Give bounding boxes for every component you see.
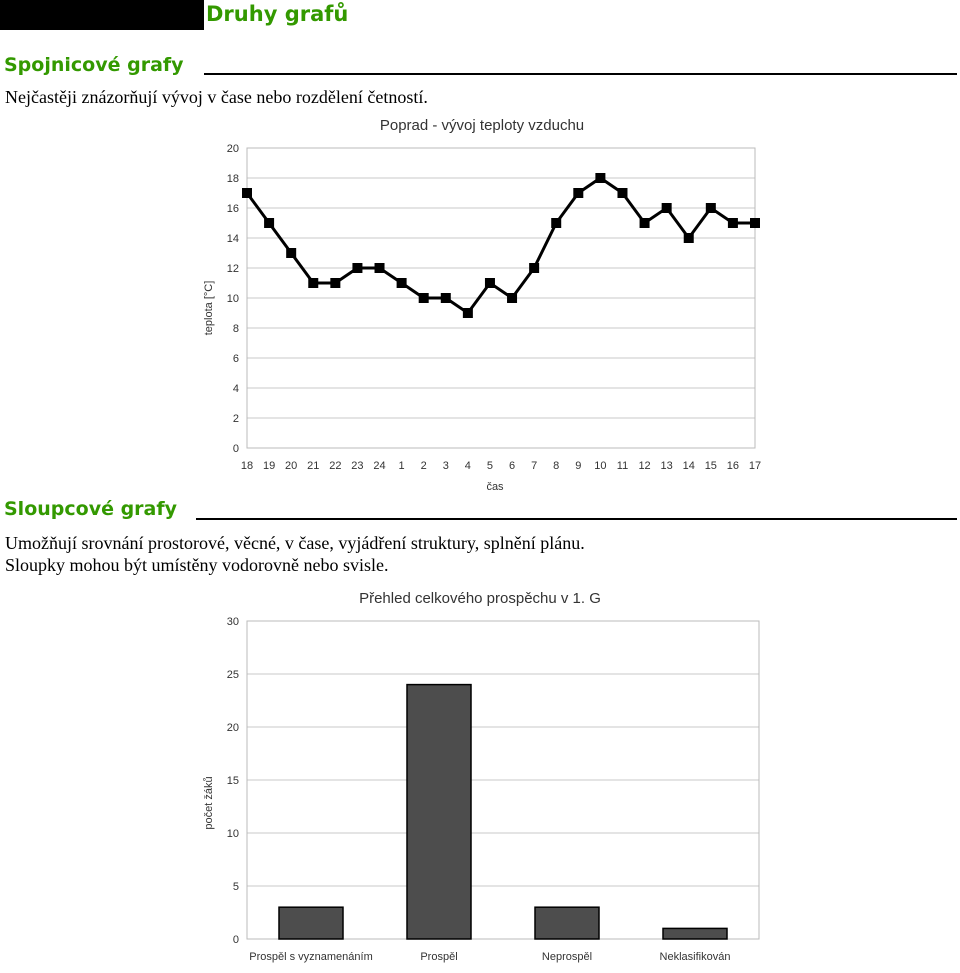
section-rule (196, 518, 957, 520)
x-tick-label: 21 (307, 460, 319, 472)
data-point (330, 278, 341, 288)
x-tick-label: 11 (617, 460, 628, 472)
data-point (396, 278, 407, 288)
data-point (617, 188, 628, 198)
bar (406, 683, 472, 940)
x-tick-label: 3 (443, 460, 449, 472)
data-point (595, 173, 606, 183)
section-text: Nejčastěji znázorňují vývoj v čase nebo … (5, 87, 428, 107)
y-tick-label: 5 (233, 881, 239, 893)
title-black-bar (0, 0, 204, 30)
x-tick-label: 12 (638, 460, 650, 472)
x-tick-label: 17 (749, 460, 761, 472)
x-tick-label: Neklasifikován (660, 951, 731, 963)
data-point (286, 248, 297, 258)
y-tick-label: 16 (227, 203, 239, 215)
data-point (750, 218, 760, 228)
x-tick-label: 5 (487, 460, 493, 472)
y-tick-label: 0 (233, 443, 239, 455)
series-line (245, 176, 755, 316)
x-tick-label: 4 (465, 460, 471, 472)
x-tick-label: 7 (531, 460, 537, 472)
section-heading-bar-charts: Sloupcové grafy (4, 498, 178, 520)
data-point (507, 293, 518, 303)
data-point (242, 188, 252, 198)
x-tick-label: 20 (285, 460, 297, 472)
bar (278, 906, 344, 940)
section-rule (204, 73, 957, 75)
data-point (484, 278, 495, 288)
data-point (639, 218, 650, 228)
bar (662, 927, 728, 940)
x-tick-label: 22 (329, 460, 341, 472)
plot-area-frame (246, 147, 756, 449)
x-tick-label: 14 (683, 460, 695, 472)
data-point (440, 293, 451, 303)
x-tick-label: 1 (399, 460, 405, 472)
x-tick-label: 13 (661, 460, 673, 472)
chart-title: Poprad - vývoj teploty vzduchu (380, 117, 584, 134)
y-tick-label: 15 (227, 775, 239, 787)
x-tick-label: Prospěl s vyznamenáním (249, 951, 373, 963)
x-tick-label: Neprospěl (542, 951, 592, 963)
bar-chart: Přehled celkového prospěchu v 1. G 0 5 10 1… (203, 590, 760, 963)
data-point (264, 218, 275, 228)
section-text: Sloupky mohou být umístěny vodorovně neb… (5, 555, 389, 575)
y-axis-label: počet žáků (203, 776, 215, 829)
data-point (573, 188, 584, 198)
x-tick-label: 16 (727, 460, 739, 472)
y-tick-label: 14 (227, 233, 239, 245)
x-tick-label: 8 (553, 460, 559, 472)
y-tick-label: 20 (227, 143, 239, 155)
x-tick-label: 10 (594, 460, 606, 472)
data-point (462, 308, 473, 318)
page-title: Druhy grafů (206, 2, 349, 26)
data-point (683, 233, 694, 243)
x-tick-label: 2 (421, 460, 427, 472)
y-tick-label: 2 (233, 413, 239, 425)
y-axis-label: teplota [°C] (203, 281, 215, 336)
y-tick-label: 8 (233, 323, 239, 335)
line-chart: Poprad - vývoj teploty vzduchu 024681012… (203, 117, 761, 493)
data-point (661, 203, 672, 213)
plot-area-frame (246, 620, 760, 940)
x-tick-label: 23 (351, 460, 363, 472)
data-point (418, 293, 429, 303)
data-point (727, 218, 738, 228)
data-point (529, 263, 540, 273)
y-tick-label: 30 (227, 616, 239, 628)
y-tick-label: 18 (227, 173, 239, 185)
chart-title: Přehled celkového prospěchu v 1. G (359, 590, 601, 607)
section-heading-line-charts: Spojnicové grafy (4, 54, 184, 76)
bar (534, 906, 600, 940)
x-tick-label: Prospěl (420, 951, 457, 963)
data-point (352, 263, 363, 273)
y-tick-label: 20 (227, 722, 239, 734)
x-tick-label: 18 (241, 460, 253, 472)
data-point (374, 263, 385, 273)
y-tick-label: 6 (233, 353, 239, 365)
y-tick-label: 12 (227, 263, 239, 275)
x-tick-label: 9 (575, 460, 581, 472)
x-axis-label: čas (486, 481, 504, 493)
x-tick-label: 24 (373, 460, 385, 472)
section-text: Umožňují srovnání prostorové, věcné, v č… (5, 533, 585, 553)
y-tick-label: 10 (227, 293, 239, 305)
x-tick-label: 6 (509, 460, 515, 472)
y-tick-label: 0 (233, 934, 239, 946)
y-tick-label: 4 (233, 383, 239, 395)
y-tick-label: 10 (227, 828, 239, 840)
data-point (551, 218, 562, 228)
y-tick-label: 25 (227, 669, 239, 681)
data-point (705, 203, 716, 213)
data-point (308, 278, 319, 288)
x-tick-label: 15 (705, 460, 717, 472)
x-tick-label: 19 (263, 460, 275, 472)
